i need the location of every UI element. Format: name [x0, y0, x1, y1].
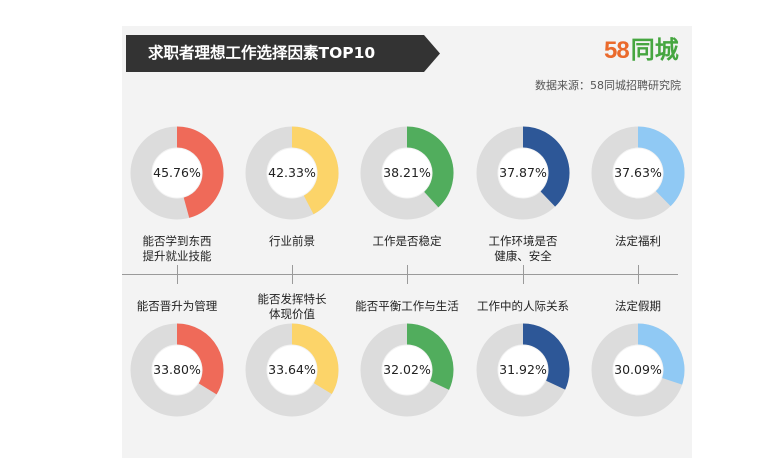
donut-category-label: 能否学到东西 提升就业技能 [142, 234, 212, 263]
donut-segment [406, 126, 454, 208]
donut-value-label: 30.09% [614, 362, 662, 377]
donut-segment [522, 323, 570, 390]
donut-category-label: 法定福利 [615, 234, 661, 248]
donut-hole [613, 148, 663, 198]
axis-tick [407, 265, 408, 284]
donut-hole [498, 148, 548, 198]
donut-segment [291, 126, 339, 215]
logo-58tongcheng: 58同城 [604, 34, 679, 68]
axis-tick [523, 265, 524, 284]
donut-value-label: 33.64% [268, 362, 316, 377]
donut-hole [152, 345, 202, 395]
axis-tick [638, 265, 639, 284]
donut-hole [498, 345, 548, 395]
donut-hole [382, 148, 432, 198]
donut-hole [613, 345, 663, 395]
donut-value-label: 38.21% [383, 165, 431, 180]
title-banner [126, 35, 440, 72]
donut-value-label: 33.80% [153, 362, 201, 377]
donut-category-label: 法定假期 [615, 299, 661, 313]
divider-axis [122, 274, 678, 275]
donut-value-label: 45.76% [153, 165, 201, 180]
donut-category-label: 能否发挥特长 体现价值 [257, 292, 327, 321]
donut-hole [152, 148, 202, 198]
data-source: 数据来源：58同城招聘研究院 [535, 79, 681, 92]
donut-category-label: 能否晋升为管理 [136, 299, 218, 313]
donut-segment [637, 323, 685, 385]
logo-text: 同城 [630, 37, 679, 64]
axis-tick [292, 265, 293, 284]
donut-category-label: 工作环境是否 健康、安全 [488, 234, 558, 263]
donut-segment [522, 126, 570, 207]
donut-segment [176, 126, 224, 218]
donut-hole [382, 345, 432, 395]
donut-value-label: 42.33% [268, 165, 316, 180]
donut-category-label: 工作是否稳定 [372, 234, 442, 248]
donut-segment [291, 323, 339, 395]
donut-category-label: 行业前景 [269, 234, 315, 248]
donut-category-label: 能否平衡工作与生活 [355, 299, 459, 313]
donut-segment [406, 323, 454, 390]
donut-value-label: 32.02% [383, 362, 431, 377]
donut-hole [267, 345, 317, 395]
donut-category-label: 工作中的人际关系 [477, 299, 569, 313]
donut-value-label: 37.87% [499, 165, 547, 180]
axis-tick [177, 265, 178, 284]
donut-hole [267, 148, 317, 198]
donut-value-label: 37.63% [614, 165, 662, 180]
donut-segment [637, 126, 685, 207]
logo-number: 58 [604, 37, 630, 64]
donut-segment [176, 323, 224, 395]
donut-value-label: 31.92% [499, 362, 547, 377]
chart-title: 求职者理想工作选择因素TOP10 [148, 44, 376, 62]
